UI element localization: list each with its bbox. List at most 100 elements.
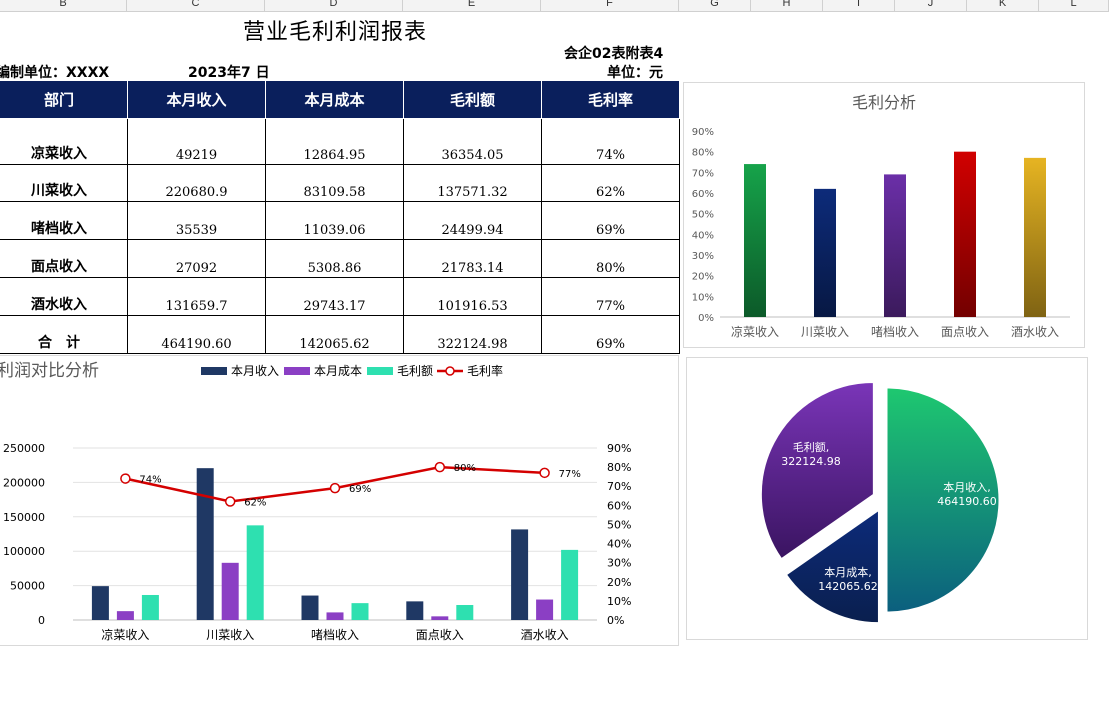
cell-cost[interactable]: 11039.06 — [265, 201, 404, 240]
legend-swatch — [201, 367, 227, 375]
column-header-h[interactable]: H — [751, 0, 823, 11]
cell-margin[interactable]: 77% — [541, 277, 680, 316]
margin-bar — [744, 164, 766, 317]
slice-value-label: 142065.62 — [818, 580, 878, 593]
bar-cost — [326, 612, 344, 620]
legend-label: 毛利率 — [467, 363, 503, 378]
bar-revenue — [91, 586, 109, 620]
column-header-i[interactable]: I — [823, 0, 895, 11]
column-header-g[interactable]: G — [679, 0, 751, 11]
cell-dept[interactable]: 川菜收入 — [0, 164, 128, 202]
header-margin[interactable]: 毛利率 — [541, 80, 680, 119]
cell-margin[interactable]: 62% — [541, 164, 680, 202]
table-row-total: 合 计 464190.60 142065.62 322124.98 69% — [0, 315, 680, 354]
cell-gross-profit[interactable]: 137571.32 — [403, 164, 542, 202]
column-header-d[interactable]: D — [265, 0, 403, 11]
y2-tick-label: 10% — [607, 595, 631, 608]
cell-revenue[interactable]: 464190.60 — [127, 315, 266, 354]
margin-bar — [954, 151, 976, 317]
margin-chart[interactable]: 毛利分析 0% 10% 20% 30% 40% 50% 60% 70% 80% 90% 凉菜收入 川菜… — [683, 82, 1085, 348]
data-label: 77% — [559, 469, 581, 480]
bar-gross-profit — [561, 549, 579, 620]
x-tick-label: 川菜收入 — [801, 325, 849, 339]
cell-gross-profit[interactable]: 24499.94 — [403, 201, 542, 240]
header-cost[interactable]: 本月成本 — [265, 80, 404, 119]
margin-marker — [434, 461, 446, 473]
margin-chart-svg: 毛利分析 0% 10% 20% 30% 40% 50% 60% 70% 80% 90% 凉菜收入 川菜… — [692, 93, 1070, 339]
cell-margin[interactable]: 74% — [541, 118, 680, 165]
pie-slice — [785, 509, 879, 624]
cell-gross-profit[interactable]: 36354.05 — [403, 118, 542, 165]
y-tick-label: 50% — [692, 210, 714, 221]
comparison-chart[interactable]: 利润对比分析 本月收入 本月成本 毛利额 毛利率 0 50000 100000 150000 2… — [0, 355, 679, 646]
org-label: 编制单位：XXXX — [0, 65, 110, 81]
y-tick-label: 20% — [692, 272, 714, 283]
cell-cost[interactable]: 12864.95 — [265, 118, 404, 165]
column-header-l[interactable]: L — [1039, 0, 1109, 11]
table-row: 川菜收入 220680.9 83109.58 137571.32 62% — [0, 164, 680, 202]
pie-chart[interactable]: 本月收入, 464190.60 本月成本, 142065.62 毛利额, 322124.9… — [686, 357, 1088, 640]
cell-revenue[interactable]: 220680.9 — [127, 164, 266, 202]
data-label: 69% — [349, 484, 371, 495]
cell-dept[interactable]: 凉菜收入 — [0, 118, 128, 165]
cell-dept[interactable]: 啫档收入 — [0, 201, 128, 240]
legend-swatch — [367, 367, 393, 375]
header-revenue[interactable]: 本月收入 — [127, 80, 266, 119]
header-gross-profit[interactable]: 毛利额 — [403, 80, 542, 119]
y2-tick-label: 90% — [607, 442, 631, 455]
column-header-b[interactable]: B — [0, 0, 127, 11]
y2-tick-label: 0% — [607, 614, 624, 627]
cell-cost[interactable]: 5308.86 — [265, 239, 404, 278]
x-tick-label: 凉菜收入 — [731, 324, 779, 339]
bar-gross-profit — [141, 594, 159, 620]
cell-dept[interactable]: 面点收入 — [0, 239, 128, 278]
cell-revenue[interactable]: 49219 — [127, 118, 266, 165]
x-tick-label: 面点收入 — [416, 628, 464, 642]
table-row: 啫档收入 35539 11039.06 24499.94 69% — [0, 201, 680, 240]
y-tick-label: 60% — [692, 189, 714, 200]
column-header-j[interactable]: J — [895, 0, 967, 11]
slice-value-label: 322124.98 — [781, 455, 841, 468]
margin-marker — [120, 473, 131, 484]
bar-revenue — [511, 529, 529, 620]
cell-dept[interactable]: 合 计 — [0, 315, 128, 354]
margin-bar — [814, 188, 836, 317]
column-header-c[interactable]: C — [127, 0, 265, 11]
margin-bar — [884, 174, 906, 317]
cell-gross-profit[interactable]: 21783.14 — [403, 239, 542, 278]
cell-gross-profit[interactable]: 322124.98 — [403, 315, 542, 354]
y-tick-label: 90% — [692, 127, 714, 138]
y2-tick-label: 50% — [607, 518, 631, 531]
cell-dept[interactable]: 酒水收入 — [0, 277, 128, 316]
y2-tick-label: 30% — [607, 557, 631, 570]
column-header-f[interactable]: F — [541, 0, 679, 11]
report-table: 部门 本月收入 本月成本 毛利额 毛利率 凉菜收入 49219 12864.95… — [0, 80, 680, 354]
column-header-e[interactable]: E — [403, 0, 541, 11]
cell-revenue[interactable]: 131659.7 — [127, 277, 266, 316]
cell-cost[interactable]: 83109.58 — [265, 164, 404, 202]
cell-margin[interactable]: 69% — [541, 315, 680, 354]
column-header-k[interactable]: K — [967, 0, 1039, 11]
cell-revenue[interactable]: 27092 — [127, 239, 266, 278]
header-dept[interactable]: 部门 — [0, 80, 128, 119]
cell-cost[interactable]: 29743.17 — [265, 277, 404, 316]
cell-cost[interactable]: 142065.62 — [265, 315, 404, 354]
cell-gross-profit[interactable]: 101916.53 — [403, 277, 542, 316]
pie-slice — [886, 387, 1000, 613]
y-tick-label: 0% — [698, 313, 714, 324]
cell-margin[interactable]: 80% — [541, 239, 680, 278]
data-label: 74% — [139, 475, 161, 486]
unit-label: 单位：元 — [607, 65, 663, 81]
slice-label: 毛利额, — [793, 441, 830, 454]
y2-tick-label: 70% — [607, 480, 631, 493]
y-tick-label: 250000 — [3, 442, 45, 455]
date-label: 2023年7 日 — [188, 65, 270, 81]
table-header-row: 部门 本月收入 本月成本 毛利额 毛利率 — [0, 80, 680, 119]
cell-revenue[interactable]: 35539 — [127, 201, 266, 240]
y-tick-label: 70% — [692, 168, 714, 179]
y-tick-label: 0 — [38, 614, 45, 627]
x-tick-label: 凉菜收入 — [101, 627, 149, 642]
y2-tick-label: 20% — [607, 576, 631, 589]
report-title: 营业毛利利润报表 — [242, 20, 427, 45]
cell-margin[interactable]: 69% — [541, 201, 680, 240]
